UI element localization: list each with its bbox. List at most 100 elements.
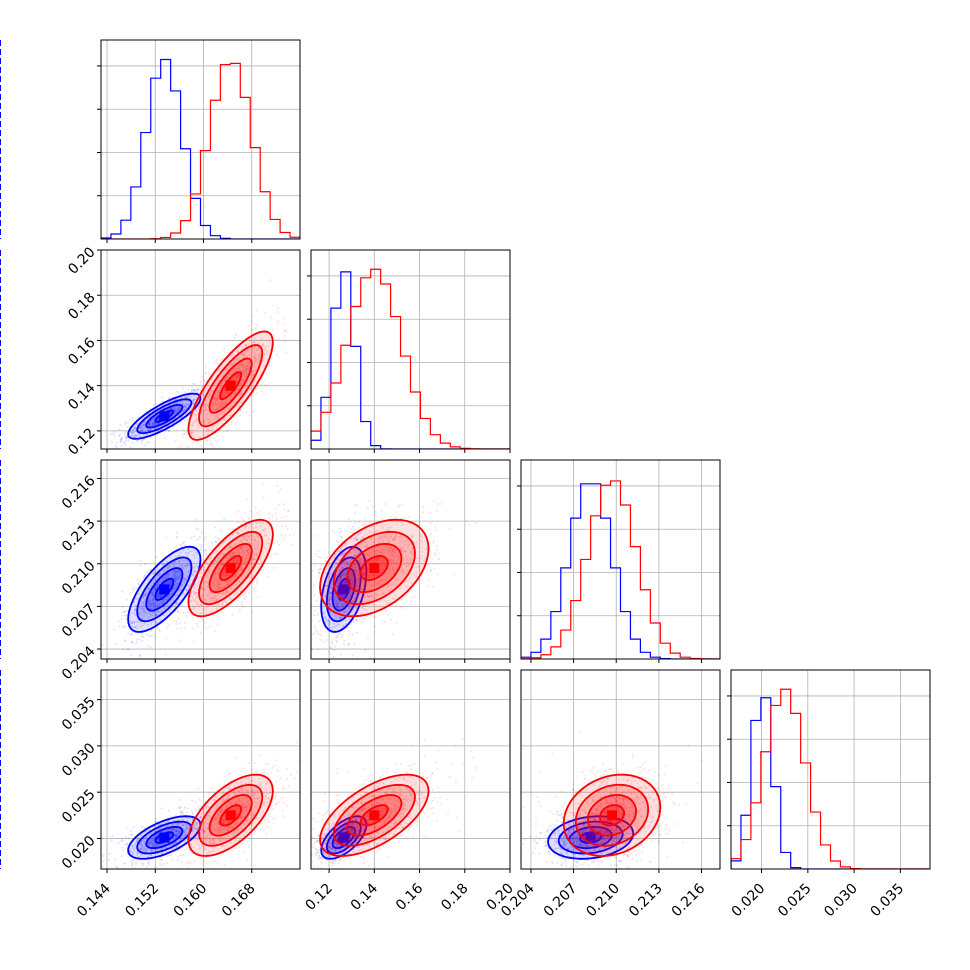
scatter-dot	[140, 608, 143, 611]
scatter-dot	[342, 552, 345, 555]
scatter-dot	[371, 595, 374, 598]
scatter-dot	[241, 535, 244, 538]
scatter-dot	[215, 398, 218, 401]
scatter-dot	[220, 587, 223, 590]
scatter-dot	[152, 404, 155, 407]
scatter-dot	[179, 565, 182, 568]
scatter-dot	[419, 515, 422, 518]
scatter-dot	[135, 604, 138, 607]
scatter-dot	[152, 598, 155, 601]
scatter-dot	[261, 483, 264, 486]
scatter-dot	[154, 620, 157, 623]
scatter-dot	[152, 417, 155, 420]
scatter-dot	[237, 563, 240, 566]
scatter-dot	[348, 633, 351, 636]
scatter-dot	[214, 397, 217, 400]
scatter-dot	[131, 432, 134, 435]
scatter-dot	[181, 543, 184, 546]
scatter-dot	[210, 592, 213, 595]
scatter-dot	[185, 444, 188, 447]
scatter-dot	[141, 601, 144, 604]
scatter-dot	[143, 444, 146, 447]
scatter-dot	[204, 627, 207, 630]
scatter-dot	[225, 601, 228, 604]
scatter-dot	[169, 565, 172, 568]
scatter-dot	[357, 533, 360, 536]
scatter-dot	[277, 491, 280, 494]
scatter-dot	[216, 397, 219, 400]
scatter-dot	[330, 640, 333, 643]
scatter-dot	[308, 611, 310, 613]
scatter-dot	[280, 534, 283, 537]
scatter-dot	[151, 421, 154, 424]
scatter-dot	[165, 536, 168, 539]
scatter-dot	[195, 602, 198, 605]
scatter-dot	[358, 558, 361, 561]
scatter-dot	[179, 543, 182, 546]
scatter-dot	[205, 554, 208, 557]
scatter-dot	[353, 503, 356, 506]
scatter-dot	[354, 555, 357, 558]
scatter-dot	[250, 611, 253, 614]
scatter-dot	[127, 439, 130, 442]
scatter-dot	[232, 551, 235, 554]
scatter-dot	[351, 654, 354, 657]
scatter-dot	[349, 527, 352, 530]
scatter-dot	[258, 511, 261, 514]
scatter-dot	[326, 584, 329, 587]
scatter-dot	[135, 640, 138, 643]
scatter-dot	[206, 438, 209, 441]
scatter-dot	[317, 633, 320, 636]
scatter-dot	[403, 550, 406, 553]
scatter-dot	[205, 403, 208, 406]
scatter-dot	[337, 623, 340, 626]
scatter-dot	[234, 593, 237, 596]
scatter-dot	[388, 565, 391, 568]
scatter-dot	[251, 386, 254, 389]
scatter-dot	[192, 402, 195, 405]
scatter-dot	[202, 608, 205, 611]
scatter-dot	[204, 408, 207, 411]
scatter-dot	[149, 613, 152, 616]
scatter-dot	[271, 328, 274, 331]
scatter-dot	[136, 439, 139, 442]
scatter-dot	[147, 602, 150, 605]
scatter-dot	[221, 399, 224, 402]
scatter-dot	[313, 614, 316, 617]
scatter-dot	[147, 611, 150, 614]
scatter-dot	[377, 541, 380, 544]
scatter-dot	[411, 547, 414, 550]
scatter-dot	[152, 634, 155, 637]
scatter-dot	[373, 560, 376, 563]
scatter-dot	[345, 612, 348, 615]
scatter-dot	[244, 371, 247, 374]
scatter-dot	[228, 366, 231, 369]
scatter-dot	[185, 406, 188, 409]
scatter-dot	[209, 418, 212, 421]
scatter-dot	[152, 588, 155, 591]
scatter-dot	[140, 424, 143, 427]
scatter-dot	[191, 382, 194, 385]
scatter-dot	[236, 551, 239, 554]
scatter-dot	[232, 392, 235, 395]
scatter-dot	[371, 583, 374, 586]
scatter-dot	[398, 547, 401, 550]
scatter-dot	[395, 549, 398, 552]
scatter-dot	[183, 395, 186, 398]
scatter-dot	[216, 415, 219, 418]
scatter-dot	[229, 598, 232, 601]
scatter-dot	[374, 551, 377, 554]
scatter-dot	[246, 369, 249, 372]
scatter-dot	[131, 431, 134, 434]
scatter-dot	[382, 537, 385, 540]
scatter-dot	[124, 613, 127, 616]
scatter-dot	[167, 573, 170, 576]
scatter-dot	[152, 606, 155, 609]
scatter-dot	[147, 644, 150, 647]
scatter-dot	[376, 529, 379, 532]
scatter-dot	[130, 622, 133, 625]
scatter-dot	[199, 612, 202, 615]
scatter-dot	[203, 419, 206, 422]
scatter-dot	[249, 388, 252, 391]
scatter-dot	[254, 367, 257, 370]
